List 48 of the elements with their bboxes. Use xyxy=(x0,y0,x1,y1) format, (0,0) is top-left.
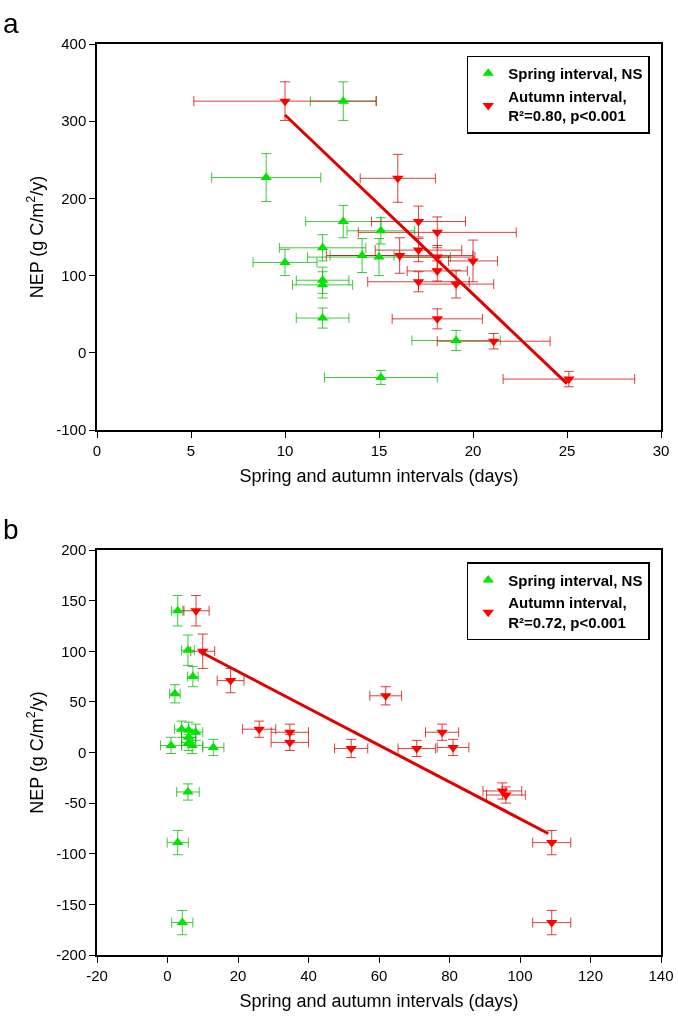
x-tick-label: 20 xyxy=(229,966,247,984)
point xyxy=(392,175,404,184)
point xyxy=(436,729,448,738)
text: b xyxy=(3,514,19,545)
x-tick-label: 30 xyxy=(652,441,670,459)
y-tick-label: 400 xyxy=(61,35,87,53)
point xyxy=(447,744,459,753)
x-tick-label: 60 xyxy=(370,966,388,984)
x-tick-label: 0 xyxy=(163,966,172,984)
legend-label: Spring interval, NS xyxy=(508,65,643,83)
y-tick-label: -200 xyxy=(56,946,87,964)
x-tick-label: 0 xyxy=(92,441,102,459)
point xyxy=(345,745,357,754)
point xyxy=(260,172,272,181)
x-axis-title: Spring and autumn intervals (days) xyxy=(239,466,519,487)
x-tick-label: 80 xyxy=(441,966,458,984)
x-tick-label: -20 xyxy=(86,966,108,984)
y-tick-label: 200 xyxy=(61,189,87,207)
point xyxy=(356,250,368,259)
x-tick-label: 15 xyxy=(370,441,388,459)
x-tick-label: 5 xyxy=(186,441,196,459)
x-tick-label: 20 xyxy=(464,441,482,459)
x-tick-label: 120 xyxy=(577,966,604,984)
legend-label: Autumn interval, R²=0.80, p<0.001 xyxy=(508,87,627,125)
x-tick-label: 140 xyxy=(648,966,674,984)
legend-label: Spring interval, NS xyxy=(508,571,643,589)
y-tick-label: 50 xyxy=(69,693,87,711)
x-tick-label: 100 xyxy=(507,966,533,984)
point xyxy=(284,739,296,748)
x-tick-label: 40 xyxy=(300,966,317,984)
text: a xyxy=(3,8,19,39)
y-tick-label: 150 xyxy=(61,591,87,609)
y-tick-label: -50 xyxy=(64,794,87,812)
legend-label: Autumn interval, R²=0.72, p<0.001 xyxy=(508,594,627,631)
y-tick-label: 0 xyxy=(77,743,87,761)
point xyxy=(253,726,265,735)
y-tick-label: 300 xyxy=(61,112,87,130)
x-tick-label: 10 xyxy=(276,441,294,459)
y-tick-label: 100 xyxy=(61,266,87,284)
y-tick-label: -100 xyxy=(56,845,87,862)
point xyxy=(284,729,296,738)
y-tick-label: 200 xyxy=(61,541,87,559)
y-tick-label: 100 xyxy=(61,642,87,660)
y-tick-label: -150 xyxy=(56,895,87,913)
y-tick-label: 0 xyxy=(77,344,87,362)
y-tick-label: -100 xyxy=(56,421,87,439)
x-axis-title: Spring and autumn intervals (days) xyxy=(239,991,519,1012)
x-tick-label: 25 xyxy=(558,441,576,459)
